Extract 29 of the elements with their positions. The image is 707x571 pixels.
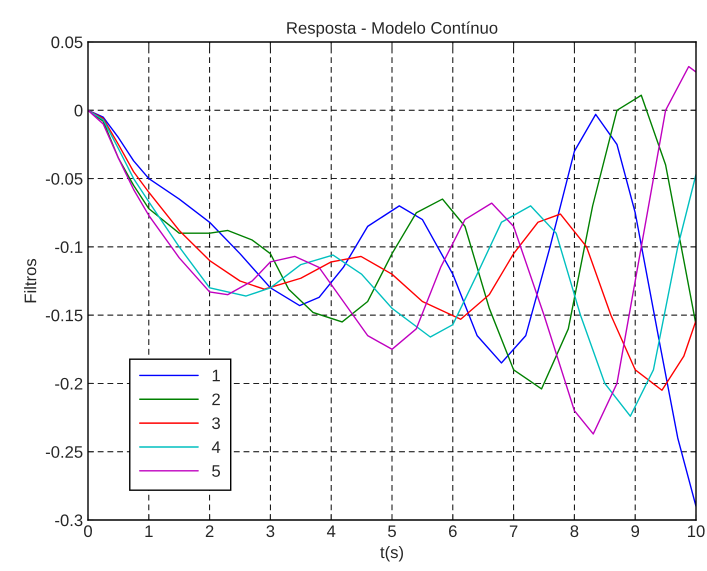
- line-series: [88, 110, 696, 508]
- x-tick-label: 0: [84, 525, 92, 538]
- y-tick-label: -0.1: [55, 241, 82, 254]
- y-tick-label: 0.05: [51, 36, 82, 48]
- y-tick-label: -0.2: [55, 378, 82, 390]
- y-axis-title: Filtros: [24, 258, 36, 302]
- y-tick-label: 0: [74, 104, 82, 116]
- legend-label: 5: [212, 465, 220, 477]
- x-tick-label: 4: [326, 525, 336, 537]
- y-tick-label: -0.3: [55, 514, 82, 526]
- y-tick-label: -0.15: [46, 310, 82, 322]
- x-tick-label: 2: [206, 525, 214, 537]
- chart-title: Resposta - Modelo Contínuo: [287, 21, 498, 38]
- y-tick-label: -0.25: [46, 446, 82, 458]
- x-tick-label: 7: [510, 525, 518, 537]
- x-tick-label: 1: [145, 525, 153, 537]
- x-tick-label: 10: [688, 525, 705, 538]
- x-tick-label: 9: [631, 525, 640, 538]
- line-series: [88, 66, 696, 435]
- x-tick-label: 5: [388, 525, 396, 538]
- y-tick-label: -0.05: [46, 172, 82, 185]
- x-axis-title: t(s): [380, 546, 403, 562]
- x-tick-label: 6: [449, 525, 457, 538]
- legend-label: 1: [212, 370, 220, 382]
- x-tick-label: 3: [266, 525, 274, 538]
- x-tick-label: 8: [570, 525, 578, 538]
- legend-label: 4: [212, 441, 220, 453]
- legend-label: 3: [212, 417, 220, 430]
- legend-label: 2: [212, 393, 220, 406]
